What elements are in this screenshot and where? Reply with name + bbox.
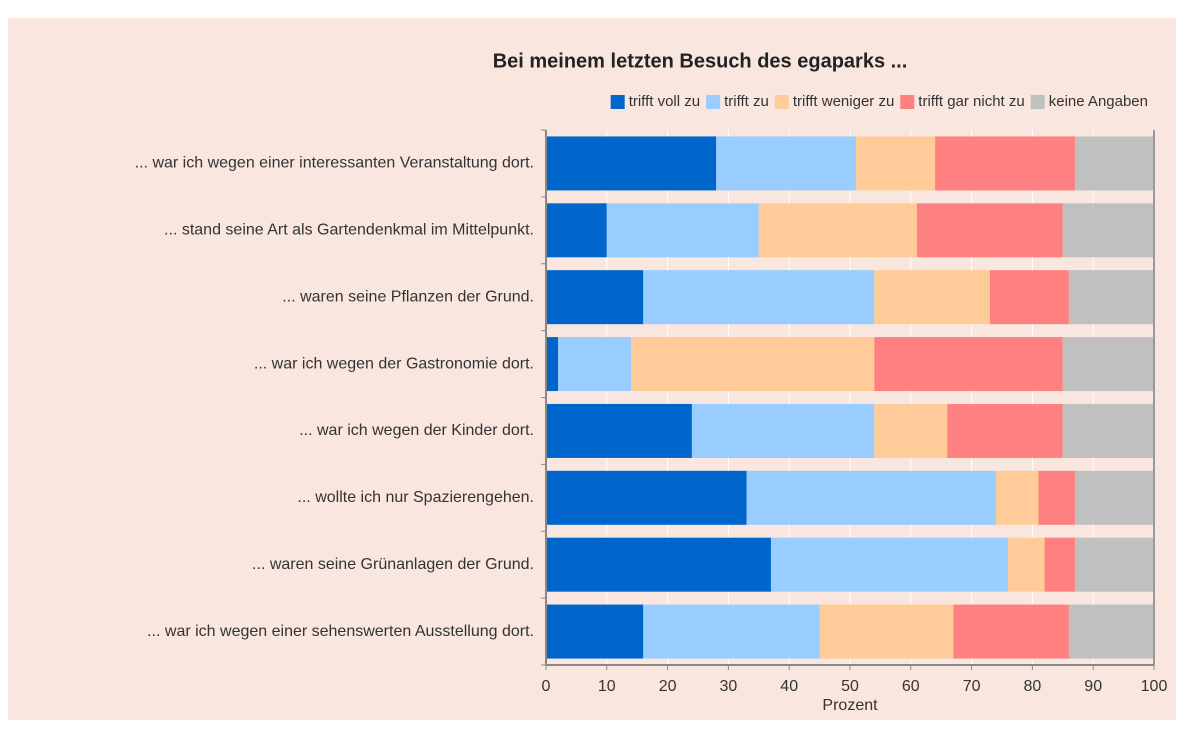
bar-segment (643, 604, 820, 659)
y-tick-label: ... war ich wegen einer sehenswerten Aus… (147, 623, 534, 640)
bar-segment (631, 337, 875, 392)
bar-segment (819, 604, 954, 659)
bar-segment (546, 337, 559, 392)
y-tick-label: ... wollte ich nur Spazierengehen. (297, 489, 534, 506)
x-tick-label: 10 (598, 678, 616, 695)
legend-label: trifft zu (724, 93, 769, 110)
bar-segment (546, 537, 771, 592)
x-tick-label: 50 (841, 678, 859, 695)
legend-label: keine Angaben (1049, 93, 1148, 110)
bar-segment (1068, 270, 1154, 325)
legend-swatch (706, 95, 721, 109)
x-axis-label: Prozent (822, 697, 878, 714)
bar-segment (1044, 537, 1075, 592)
bar-segment (1074, 136, 1154, 191)
bar-segment (1008, 537, 1045, 592)
bar-segment (643, 270, 875, 325)
y-tick-label: ... stand seine Art als Gartendenkmal im… (164, 222, 534, 239)
legend-swatch (774, 95, 789, 109)
bar-segment (546, 403, 692, 458)
bar-segment (770, 537, 1009, 592)
y-tick-label: ... waren seine Grünanlagen der Grund. (252, 556, 534, 573)
chart-title: Bei meinem letzten Besuch des egaparks .… (493, 50, 908, 72)
bar-segment (1062, 403, 1154, 458)
bar-segment (916, 203, 1063, 258)
bar-segment (1038, 470, 1075, 525)
legend-swatch (610, 95, 625, 109)
x-tick-label: 80 (1024, 678, 1042, 695)
x-tick-label: 70 (963, 678, 981, 695)
bar-segment (935, 136, 1075, 191)
bar-segment (746, 470, 996, 525)
bar-segment (546, 270, 644, 325)
bar-segment (947, 403, 1063, 458)
legend-swatch (900, 95, 915, 109)
bar-segment (1074, 537, 1154, 592)
bar-segment (856, 136, 936, 191)
bar-segment (1068, 604, 1154, 659)
x-tick-label: 40 (780, 678, 798, 695)
bar-segment (546, 604, 644, 659)
bar-segment (874, 337, 1063, 392)
x-tick-label: 60 (902, 678, 920, 695)
bar-segment (546, 203, 607, 258)
bar-segment (989, 270, 1069, 325)
bar-segment (874, 403, 948, 458)
legend-swatch (1030, 95, 1045, 109)
bar-segment (874, 270, 990, 325)
x-tick-label: 0 (542, 678, 551, 695)
legend-label: trifft weniger zu (793, 93, 894, 110)
y-tick-label: ... war ich wegen der Gastronomie dort. (254, 355, 534, 372)
legend-label: trifft gar nicht zu (918, 93, 1024, 110)
bar-segment (691, 403, 875, 458)
y-tick-label: ... war ich wegen der Kinder dort. (299, 422, 534, 439)
x-tick-label: 20 (659, 678, 677, 695)
bar-segment (716, 136, 857, 191)
bar-segment (995, 470, 1039, 525)
bar-segment (546, 470, 747, 525)
bar-segment (953, 604, 1069, 659)
legend-label: trifft voll zu (629, 93, 700, 110)
bar-segment (1062, 337, 1154, 392)
x-tick-label: 30 (720, 678, 738, 695)
bar-segment (606, 203, 759, 258)
bar-segment (1062, 203, 1154, 258)
x-tick-label: 100 (1141, 678, 1168, 695)
y-tick-label: ... waren seine Pflanzen der Grund. (282, 288, 534, 305)
bar-segment (1074, 470, 1154, 525)
bar-segment (546, 136, 717, 191)
bar-segment (558, 337, 632, 392)
x-tick-label: 90 (1084, 678, 1102, 695)
bar-segment (758, 203, 917, 258)
y-tick-label: ... war ich wegen einer interessanten Ve… (135, 155, 534, 172)
